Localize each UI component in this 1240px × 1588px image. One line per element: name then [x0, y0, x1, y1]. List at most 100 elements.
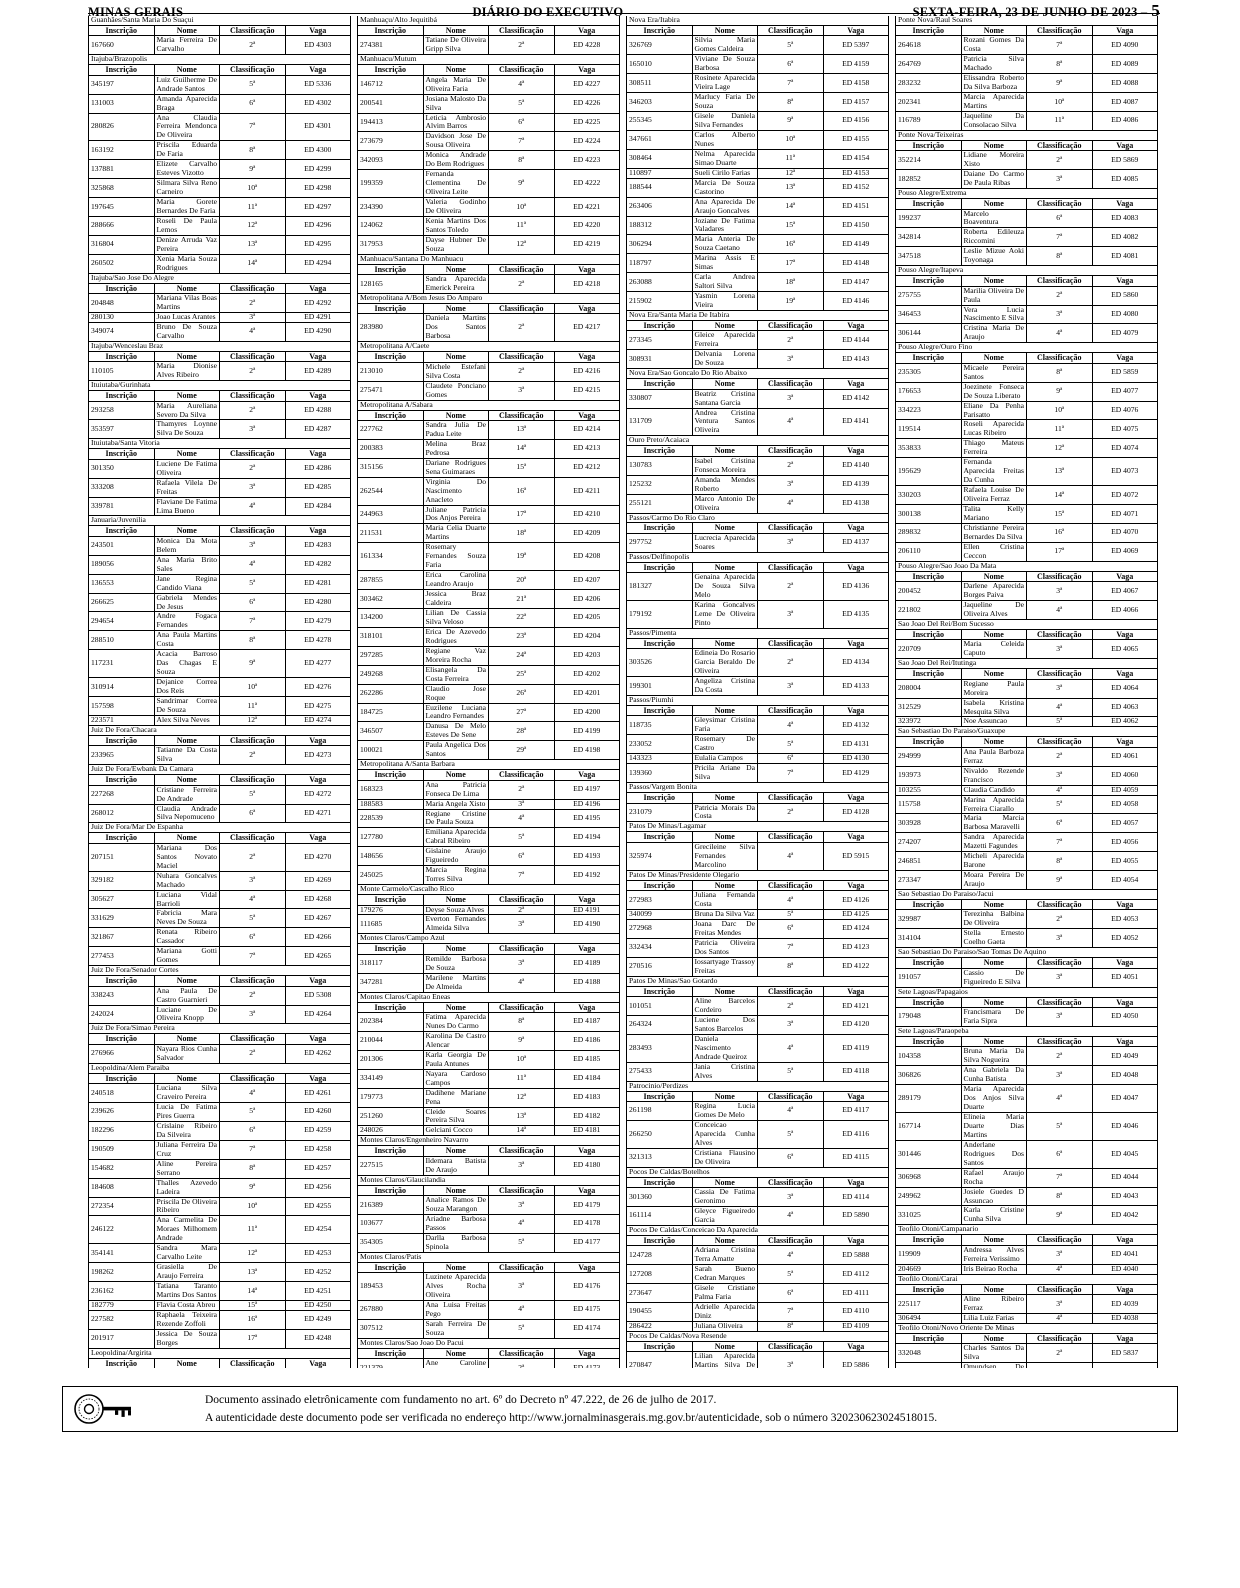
table-row: 201917 Jessica De Souza Borges 17ª ED 4248	[88, 1328, 351, 1349]
cell-inscricao: 215902	[626, 291, 693, 312]
cell-nome: Leticia Ambrosio Alvim Barros	[422, 112, 489, 133]
table-row: 246122 Ana Carmelita De Moraes Milhomem A…	[88, 1215, 351, 1245]
cell-inscricao: 179192	[626, 600, 693, 629]
cell-nome: Jaqueline Da Consolacao Silva	[960, 111, 1027, 131]
table-row: 280826 Ana Claudia Ferreira Mendonca De O…	[88, 112, 351, 142]
cell-nome: Patricia Silva Machado	[960, 54, 1027, 75]
column-header: Inscrição	[895, 628, 962, 641]
cell-vaga: ED 4191	[553, 904, 620, 916]
table-row: 101051 Aline Barcelos Cordeiro 2ª ED 4121	[626, 996, 889, 1016]
column-header: Vaga	[284, 774, 351, 786]
cell-vaga: ED 4294	[284, 253, 351, 274]
column-header: Classificação	[1026, 668, 1093, 680]
cell-classificacao: 9ª	[1026, 381, 1093, 402]
cell-vaga: ED 4290	[284, 321, 351, 342]
column-header: Classificação	[1026, 1283, 1093, 1296]
cell-vaga: ED 4205	[553, 608, 620, 628]
cell-inscricao: 118797	[626, 253, 693, 274]
cell-classificacao: 2ª	[1026, 909, 1093, 930]
region-title: Leopoldina/Alem Paraiba	[88, 1062, 351, 1074]
cell-vaga: ED 4288	[284, 400, 351, 421]
column-header-row: Inscrição Nome Classificação Vaga	[895, 139, 1158, 152]
cell-vaga: ED 4225	[553, 112, 620, 133]
column-header: Nome	[153, 390, 220, 402]
cell-vaga: ED 4277	[284, 649, 351, 679]
region-table: Metropolitana A/Santa Barbara Inscrição No…	[357, 759, 620, 886]
column-header: Vaga	[822, 445, 889, 457]
cell-classificacao: 19ª	[757, 291, 824, 312]
table-row: 124062 Kenia Martins Dos Santos Toledo 11ª…	[357, 215, 620, 236]
cell-classificacao: 4ª	[488, 74, 555, 95]
column-header: Nome	[153, 734, 220, 747]
column-header: Nome	[960, 996, 1027, 1009]
cell-classificacao: 5ª	[219, 1102, 286, 1122]
table-row: 216389 Analice Ramos De Souza Marangon 3ª E…	[357, 1195, 620, 1215]
column-header: Vaga	[284, 525, 351, 537]
table-row: 184725 Euzilene Luciana Leandro Fernandes…	[357, 702, 620, 723]
cell-inscricao: 110105	[88, 361, 155, 382]
column-header: Nome	[153, 525, 220, 537]
cell-inscricao: 297752	[626, 532, 693, 553]
cell-vaga: ED 4140	[822, 455, 889, 476]
column-header: Classificação	[488, 409, 555, 421]
cell-vaga: ED 5869	[1091, 150, 1158, 171]
cell-inscricao: 248026	[357, 1125, 424, 1137]
region-title: Patos De Minas/Lagamar	[626, 821, 889, 833]
column-header: Inscrição	[88, 832, 155, 844]
region-title-row: Sao Joao Del Rei/Bom Sucesso	[895, 618, 1158, 630]
cell-inscricao: 297285	[357, 645, 424, 666]
region-table: Passos/Piumhi Inscrição Nome Classificação V…	[626, 695, 889, 784]
table-row: 179048 Francismara De Faria Sipra 3ª ED 405…	[895, 1006, 1158, 1027]
column-header: Vaga	[553, 263, 620, 276]
cell-nome: Gisele Daniela Silva Fernandes	[691, 111, 758, 131]
cell-nome: Ana Patricia Fonseca De Lima	[422, 779, 489, 800]
region-title-row: Juiz De Fora/Senador Cortes	[88, 965, 351, 977]
cell-vaga: ED 4147	[822, 272, 889, 293]
column-header: Inscrição	[895, 668, 962, 680]
cell-vaga: ED 4220	[553, 215, 620, 236]
cell-inscricao: 338243	[88, 985, 155, 1006]
region-section: Montes Claros/Sao Joao Do Pacui Inscrição…	[357, 1337, 620, 1368]
column-header: Nome	[422, 1347, 489, 1360]
cell-nome: Monica Andrade Do Bem Rodrigues	[422, 150, 489, 171]
cell-inscricao: 288666	[88, 215, 155, 236]
cell-inscricao: 154682	[88, 1158, 155, 1179]
cell-vaga: ED 4079	[1091, 323, 1158, 344]
cell-classificacao: 2ª	[219, 842, 286, 872]
column-header: Inscrição	[895, 1332, 962, 1345]
cell-vaga: ED 4138	[822, 493, 889, 514]
table-row: 273345 Gleice Aparecida Ferreira 2ª ED 4144	[626, 330, 889, 351]
cell-nome: Silvia Maria Gomes Caldeira	[691, 35, 758, 56]
cell-nome: Ana Paula Martins Costa	[153, 630, 220, 651]
region-title: Sao Joao Del Rei/Bom Sucesso	[895, 618, 1158, 630]
cell-inscricao: 346507	[357, 721, 424, 742]
cell-vaga: ED 4112	[822, 1264, 889, 1285]
table-row: 146712 Angela Maria De Oliveira Faria 4ª ED…	[357, 74, 620, 95]
cell-classificacao: 9ª	[1026, 870, 1093, 891]
cell-inscricao: 210044	[357, 1030, 424, 1051]
cell-classificacao: 3ª	[219, 535, 286, 556]
column-header: Vaga	[1091, 1283, 1158, 1296]
column-header: Inscrição	[88, 1072, 155, 1085]
cell-inscricao: 246851	[895, 851, 962, 872]
table-row: 221802 Jaqueline De Oliveira Alves 4ª ED 40…	[895, 600, 1158, 620]
table-row: 306826 Ana Gabriela Da Cunha Batista 3ª ED …	[895, 1065, 1158, 1086]
table-row: 246851 Micheli Aparecida Barone 8ª ED 4055	[895, 851, 1158, 872]
cell-nome: Remilde Barbosa De Souza	[422, 953, 489, 974]
region-section: Passos/Vargem Bonita Inscrição Nome Classif…	[626, 782, 889, 823]
cell-inscricao: 167714	[895, 1111, 962, 1141]
cell-vaga: ED 4142	[822, 388, 889, 409]
cell-inscricao: 235305	[895, 362, 962, 383]
column-header: Vaga	[553, 351, 620, 363]
cell-inscricao: 321313	[626, 1147, 693, 1168]
cell-vaga: ED 5397	[822, 35, 889, 56]
cell-vaga: ED 4282	[284, 554, 351, 575]
column-header: Classificação	[757, 445, 824, 457]
cell-vaga: ED 4219	[553, 234, 620, 255]
cell-inscricao: 323972	[895, 716, 962, 728]
column-header: Inscrição	[626, 24, 693, 37]
region-title: Pouso Alegre/Ouro Fino	[895, 342, 1158, 354]
region-section: Metropolitana A/Santa Barbara Inscrição No…	[357, 759, 620, 886]
cell-vaga: ED 4086	[1091, 111, 1158, 131]
column-header-row: Inscrição Nome Classificação Vaga	[357, 64, 620, 76]
